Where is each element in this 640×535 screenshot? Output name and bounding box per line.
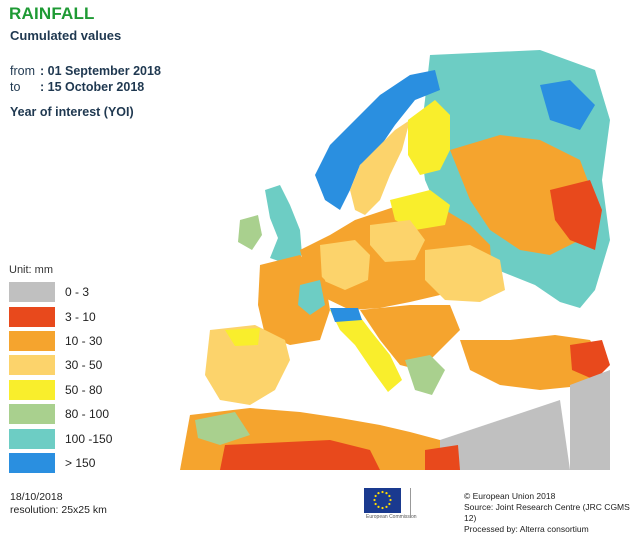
legend-row: 50 - 80: [9, 378, 112, 402]
map-region-turkey: [460, 335, 602, 390]
period-to: to : 15 October 2018: [10, 80, 144, 94]
legend-swatch: [9, 355, 55, 376]
legend-label: 50 - 80: [65, 382, 103, 397]
map-region-black-sea: [470, 302, 552, 340]
footer-divider: [410, 488, 411, 518]
map-region-sinai-dry: [425, 445, 460, 470]
footer-right: © European Union 2018 Source: Joint Rese…: [464, 491, 640, 535]
eu-logo-caption: European Commission: [366, 514, 417, 520]
legend-row: 0 - 3: [9, 280, 112, 304]
eu-stars-icon: [373, 490, 392, 510]
legend-classes: 0 - 3 3 - 10 10 - 30 30 - 50 50 - 80 80 - 100…: [9, 280, 112, 475]
legend-unit: Unit: mm: [9, 264, 53, 276]
map-region-russia-north-patch: [540, 80, 595, 130]
legend-row: > 150: [9, 451, 112, 475]
map-region-sahara-dry: [220, 440, 380, 470]
source-text: Source: Joint Research Centre (JRC CGMS …: [464, 502, 630, 523]
to-label: to: [10, 80, 21, 94]
map-region-ireland: [238, 215, 262, 250]
map-region-france: [258, 255, 330, 345]
map-date: 18/10/2018: [10, 491, 63, 503]
map-title: RAINFALL: [9, 4, 95, 23]
map-region-baltics: [390, 190, 450, 230]
map-region-finland: [408, 100, 450, 175]
map-region-greece: [405, 355, 445, 395]
map-region-italy: [330, 310, 402, 392]
legend-label: 30 - 50: [65, 358, 103, 373]
copyright-text: © European Union 2018: [464, 491, 556, 501]
legend-row: 30 - 50: [9, 353, 112, 377]
legend-swatch: [9, 306, 55, 327]
footer-left: 18/10/2018 resolution: 25x25 km: [10, 491, 107, 517]
legend-label: 80 - 100: [65, 407, 110, 422]
map-region-egypt-outside: [440, 400, 570, 470]
year-of-interest-label: Year of interest (YOI): [10, 105, 134, 119]
legend-label: 100 -150: [65, 431, 113, 446]
map-region-morocco: [195, 412, 250, 445]
to-value: : 15 October 2018: [40, 80, 145, 94]
europe-rainfall-map: [180, 50, 610, 470]
map-subtitle: Cumulated values: [10, 28, 122, 43]
map-region-iberia-north: [225, 328, 260, 346]
map-region-middle-east-outside: [570, 370, 610, 470]
map-region-iberia: [205, 325, 290, 405]
from-value: : 01 September 2018: [40, 64, 161, 78]
processed-text: Processed by: Alterra consortium: [464, 524, 589, 534]
map-region-turkey-east: [570, 340, 610, 380]
map-region-sweden: [350, 120, 410, 215]
period-from: from : 01 September 2018: [10, 64, 161, 78]
legend-swatch: [9, 282, 55, 303]
legend-label: 10 - 30: [65, 333, 103, 348]
legend-label: 3 - 10: [65, 309, 96, 324]
legend-swatch: [9, 379, 55, 400]
map-legend: Unit: mm 0 - 3 3 - 10 10 - 30 30 - 50 50 - 8…: [9, 264, 112, 475]
map-region-balkans: [360, 305, 460, 370]
legend-label: > 150: [65, 455, 96, 470]
map-resolution: resolution: 25x25 km: [10, 504, 107, 516]
map-region-ukraine: [425, 245, 505, 302]
map-region-germany: [320, 240, 370, 290]
eu-flag-logo: [364, 488, 401, 513]
legend-row: 80 - 100: [9, 402, 112, 426]
legend-swatch: [9, 404, 55, 425]
map-region-italy-alps: [330, 308, 362, 322]
legend-label: 0 - 3: [65, 285, 90, 300]
map-region-norway: [315, 70, 440, 210]
legend-swatch: [9, 330, 55, 351]
from-label: from: [10, 64, 35, 78]
legend-swatch: [9, 428, 55, 449]
legend-swatch: [9, 452, 55, 473]
legend-row: 10 - 30: [9, 329, 112, 353]
map-region-great-britain: [265, 185, 302, 265]
legend-row: 3 - 10: [9, 304, 112, 328]
legend-row: 100 -150: [9, 426, 112, 450]
map-region-russia-south: [550, 180, 602, 250]
map-region-france-east: [298, 280, 325, 315]
map-region-poland: [370, 220, 425, 262]
